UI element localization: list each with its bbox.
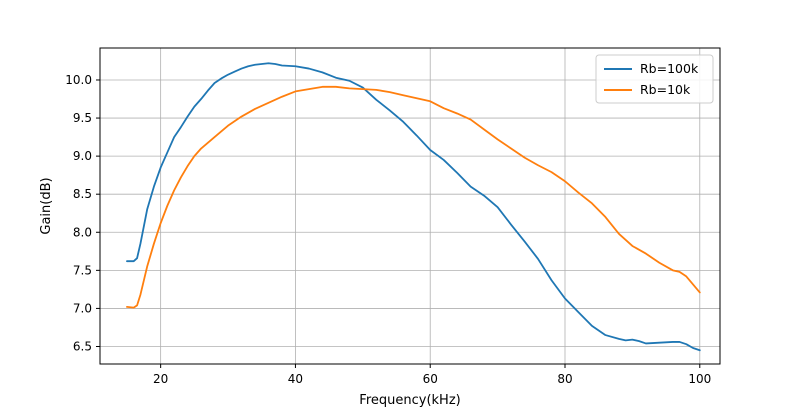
y-tick-label: 7.5 — [73, 263, 92, 277]
series-line-2 — [126, 85, 701, 309]
series-line-1 — [126, 62, 701, 352]
y-axis-label: Gain(dB) — [39, 177, 54, 234]
x-tick-label: 100 — [688, 372, 711, 386]
y-tick-label: 8.5 — [73, 187, 92, 201]
axis-ticks: 20 40 60 80 100 6.5 7.0 7.5 8.0 8.5 9.0 9.5 10.0 — [65, 73, 711, 386]
y-tick-label: 10.0 — [65, 73, 92, 87]
x-tick-label: 40 — [288, 372, 303, 386]
plot-area-frame — [99, 47, 721, 365]
x-tick-label: 80 — [557, 372, 572, 386]
legend: Rb=100k Rb=10k — [595, 54, 714, 104]
legend-entry-label: Rb=10k — [640, 82, 691, 97]
y-tick-label: 9.5 — [73, 111, 92, 125]
y-tick-label: 8.0 — [73, 225, 92, 239]
x-tick-label: 60 — [423, 372, 438, 386]
legend-entry-label: Rb=100k — [640, 61, 699, 76]
y-tick-label: 6.5 — [73, 339, 92, 353]
y-tick-label: 7.0 — [73, 301, 92, 315]
x-tick-label: 20 — [153, 372, 168, 386]
x-axis-label: Frequency(kHz) — [359, 393, 460, 408]
y-tick-label: 9.0 — [73, 149, 92, 163]
series-lines — [126, 62, 701, 352]
